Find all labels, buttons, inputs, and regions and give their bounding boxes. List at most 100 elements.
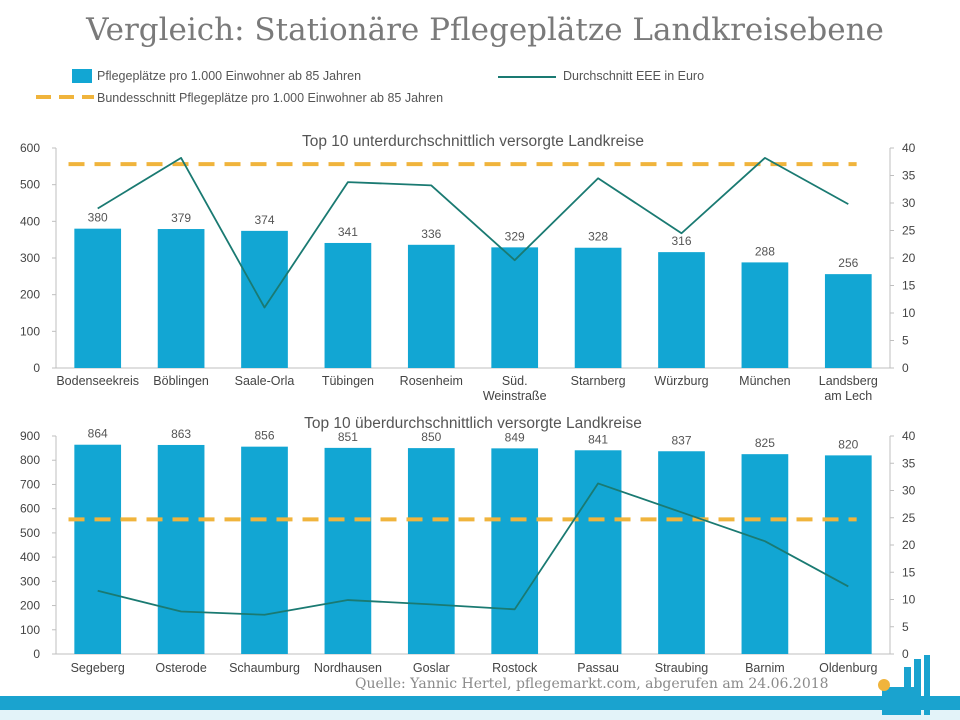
- bar-data-label: 380: [88, 211, 108, 225]
- y2-tick-label: 25: [902, 224, 916, 238]
- y-tick-label: 800: [20, 453, 40, 467]
- bar-data-label: 851: [338, 430, 358, 444]
- bar-data-label: 316: [671, 234, 691, 248]
- bar-data-label: 856: [254, 429, 274, 443]
- bar-data-label: 837: [671, 433, 691, 447]
- y2-tick-label: 35: [902, 456, 916, 470]
- y2-tick-label: 30: [902, 196, 916, 210]
- y2-tick-label: 10: [902, 306, 916, 320]
- x-tick-label: Bodenseekreis: [56, 374, 139, 388]
- bar-data-label: 864: [88, 427, 108, 441]
- x-tick-label: Oldenburg: [819, 661, 877, 675]
- y-tick-label: 300: [20, 251, 40, 265]
- x-tick-label: Rostock: [492, 661, 538, 675]
- y-tick-label: 700: [20, 477, 40, 491]
- bar: [658, 252, 705, 368]
- y-tick-label: 100: [20, 623, 40, 637]
- bar-data-label: 329: [505, 229, 525, 243]
- legend-line-swatch: [498, 76, 556, 78]
- y2-tick-label: 0: [902, 647, 909, 661]
- y2-tick-label: 20: [902, 538, 916, 552]
- y2-tick-label: 40: [902, 141, 916, 155]
- bar-data-label: 288: [755, 244, 775, 258]
- x-tick-label: München: [739, 374, 790, 388]
- bar: [407, 448, 455, 654]
- bar-data-label: 850: [421, 430, 441, 444]
- y-tick-label: 900: [20, 429, 40, 443]
- bar: [491, 247, 539, 368]
- y-tick-label: 500: [20, 178, 40, 192]
- y2-tick-label: 20: [902, 251, 916, 265]
- y-tick-label: 400: [20, 550, 40, 564]
- y-tick-label: 500: [20, 526, 40, 540]
- y2-tick-label: 15: [902, 279, 916, 293]
- x-tick-label: Saale-Orla: [235, 374, 295, 388]
- y2-tick-label: 35: [902, 169, 916, 183]
- bar: [491, 448, 539, 654]
- bar: [157, 444, 205, 654]
- x-tick-label: Landsberg am Lech: [819, 374, 878, 403]
- y-tick-label: 0: [33, 647, 40, 661]
- bar-data-label: 820: [838, 437, 858, 451]
- bar: [574, 450, 622, 654]
- legend-bar-label: Pflegeplätze pro 1.000 Einwohner ab 85 J…: [97, 69, 362, 83]
- y-tick-label: 0: [33, 361, 40, 375]
- y2-tick-label: 5: [902, 620, 909, 634]
- bar-data-label: 336: [421, 227, 441, 241]
- y2-tick-label: 5: [902, 334, 909, 348]
- x-tick-label: Tübingen: [322, 374, 374, 388]
- legend-dashed-label: Bundesschnitt Pflegeplätze pro 1.000 Ein…: [97, 91, 444, 105]
- x-tick-label: Rosenheim: [400, 374, 463, 388]
- y2-tick-label: 30: [902, 484, 916, 498]
- y-tick-label: 300: [20, 574, 40, 588]
- y2-tick-label: 15: [902, 565, 916, 579]
- legend-line-label: Durchschnitt EEE in Euro: [563, 69, 705, 83]
- y-tick-label: 200: [20, 288, 40, 302]
- bar: [157, 229, 205, 368]
- bar-data-label: 374: [254, 213, 274, 227]
- x-tick-label: Starnberg: [571, 374, 626, 388]
- x-tick-label: Segeberg: [71, 661, 125, 675]
- x-tick-label: Böblingen: [153, 374, 209, 388]
- legend-dashed-swatch: [36, 95, 94, 99]
- footer-band-light: [0, 710, 960, 720]
- footer-band: [0, 696, 960, 710]
- x-tick-label: Schaumburg: [229, 661, 300, 675]
- y-tick-label: 400: [20, 214, 40, 228]
- y-tick-label: 100: [20, 324, 40, 338]
- eee-series-line: [97, 482, 849, 616]
- x-tick-label: Osterode: [155, 661, 206, 675]
- x-tick-label: Passau: [577, 661, 619, 675]
- bar-data-label: 379: [171, 211, 191, 225]
- bar: [741, 454, 789, 654]
- bar-data-label: 841: [588, 432, 608, 446]
- bar: [407, 244, 455, 368]
- bar-data-label: 825: [755, 436, 775, 450]
- bar: [241, 230, 288, 368]
- bar-data-label: 256: [838, 256, 858, 270]
- bar-data-label: 328: [588, 230, 608, 244]
- chart-2: Top 10 überdurchschnittlich versorgte La…: [20, 415, 916, 675]
- x-tick-label: Süd. Weinstraße: [483, 374, 547, 403]
- y2-tick-label: 40: [902, 429, 916, 443]
- bar: [74, 444, 122, 654]
- x-tick-label: Barnim: [745, 661, 785, 675]
- x-tick-label: Würzburg: [654, 374, 708, 388]
- page-title: Vergleich: Stationäre Pflegeplätze Landk…: [86, 12, 884, 48]
- brand-logo-icon: [878, 655, 930, 715]
- bar: [324, 447, 372, 654]
- y-tick-label: 600: [20, 141, 40, 155]
- x-tick-label: Nordhausen: [314, 661, 382, 675]
- bar: [324, 242, 372, 368]
- chart-title: Top 10 unterdurchschnittlich versorgte L…: [302, 133, 644, 150]
- chart-title: Top 10 überdurchschnittlich versorgte La…: [304, 415, 642, 432]
- bar: [741, 262, 789, 368]
- bar: [658, 451, 705, 654]
- y2-tick-label: 0: [902, 361, 909, 375]
- bar: [824, 455, 872, 654]
- y-tick-label: 200: [20, 599, 40, 613]
- bar-data-label: 863: [171, 427, 191, 441]
- x-tick-label: Straubing: [655, 661, 709, 675]
- legend-bar-swatch: [72, 69, 92, 83]
